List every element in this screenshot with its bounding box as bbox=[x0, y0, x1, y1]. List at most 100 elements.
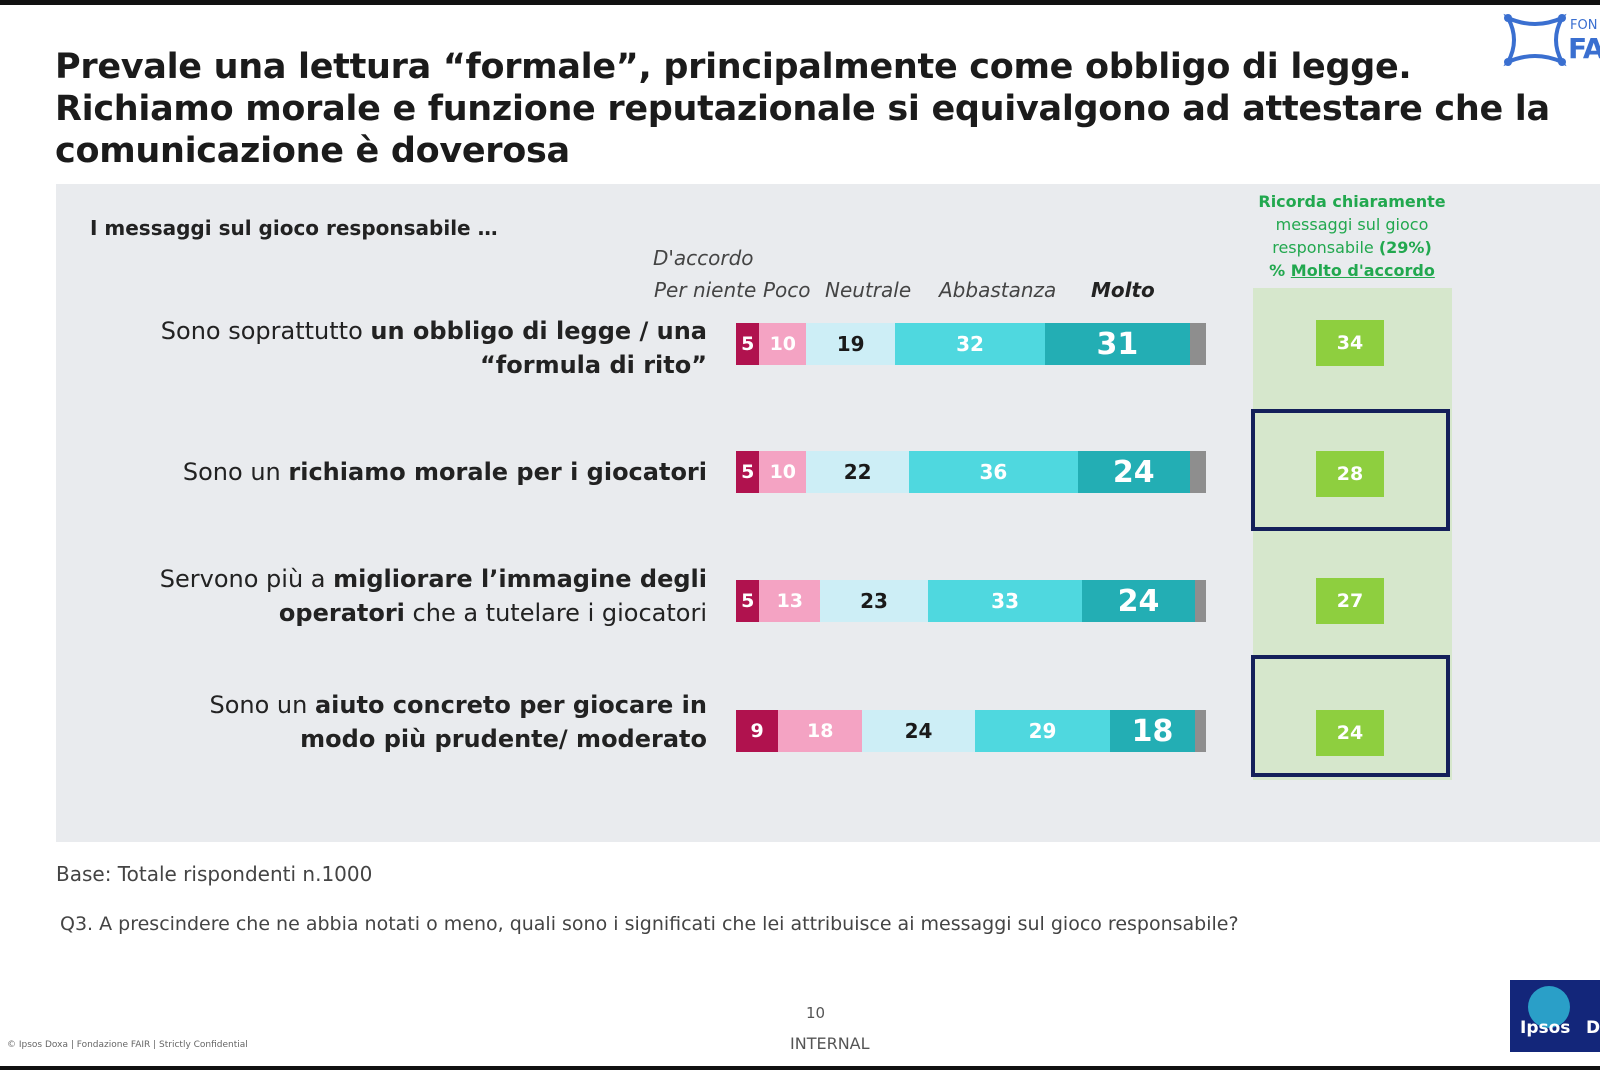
ipsos-logo-text: Ipsos bbox=[1520, 1018, 1571, 1038]
data-label: 22 bbox=[843, 460, 872, 484]
data-label: 23 bbox=[860, 589, 888, 613]
bar-segment-poco: 10 bbox=[759, 451, 807, 493]
row-label-bold: un obbligo di legge / una “formula di ri… bbox=[370, 317, 707, 379]
fair-star-icon bbox=[1503, 13, 1567, 67]
row-label-plain-before: Servono più a bbox=[159, 565, 334, 593]
stacked-bar-3: 5 13 23 33 24 bbox=[736, 580, 1206, 622]
scale-header-molto: Molto bbox=[1091, 278, 1155, 302]
bar-segment-no-answer bbox=[1189, 451, 1206, 493]
recall-value: 24 bbox=[1336, 722, 1364, 744]
fair-logo-small-text: FON bbox=[1570, 18, 1598, 33]
base-note: Base: Totale rispondenti n.1000 bbox=[56, 862, 373, 886]
bar-segment-molto: 24 bbox=[1077, 451, 1190, 493]
page-number: 10 bbox=[806, 1004, 826, 1022]
fair-logo-text: FA bbox=[1568, 32, 1600, 65]
stacked-bar-1: 5 10 19 32 31 bbox=[736, 323, 1206, 365]
bar-segment-abbastanza: 32 bbox=[895, 323, 1045, 365]
highlight-outline-4 bbox=[1251, 655, 1450, 777]
recall-header-line-4-underlined: Molto d'accordo bbox=[1290, 261, 1435, 280]
data-label: 5 bbox=[741, 461, 755, 483]
bar-segment-per-niente: 5 bbox=[736, 451, 760, 493]
ipsos-logo-d: D bbox=[1586, 1018, 1600, 1038]
data-label: 18 bbox=[807, 720, 834, 742]
fair-logo: FON FA bbox=[1500, 8, 1600, 70]
bar-segment-neutrale: 24 bbox=[862, 710, 975, 752]
title-line-3: comunicazione è doverosa bbox=[55, 131, 570, 171]
recall-header-line-3-bold: (29%) bbox=[1378, 238, 1432, 257]
bar-segment-abbastanza: 29 bbox=[974, 710, 1111, 752]
title-line-2: Richiamo morale e funzione reputazionale… bbox=[55, 89, 1550, 129]
data-label: 9 bbox=[750, 720, 764, 742]
page-title: Prevale una lettura “formale”, principal… bbox=[55, 46, 1550, 172]
recall-header-line-4: % Molto d'accordo bbox=[1230, 259, 1474, 282]
bar-segment-no-answer bbox=[1194, 580, 1206, 622]
bar-segment-molto: 18 bbox=[1110, 710, 1195, 752]
data-label: 33 bbox=[991, 589, 1020, 613]
row-label-bold: aiuto concreto per giocare in modo più p… bbox=[300, 691, 707, 753]
data-label: 24 bbox=[904, 719, 933, 743]
recall-header-line-3-plain: responsabile bbox=[1272, 238, 1379, 257]
data-label: 10 bbox=[769, 333, 797, 355]
ipsos-logo: Ipsos D bbox=[1510, 980, 1600, 1052]
recall-value-box-3: 27 bbox=[1316, 578, 1384, 624]
bar-segment-abbastanza: 36 bbox=[909, 451, 1078, 493]
recall-column-background bbox=[1253, 288, 1452, 780]
row-label-plain-before: Sono soprattutto bbox=[160, 317, 371, 345]
bar-segment-neutrale: 19 bbox=[806, 323, 896, 365]
bar-segment-per-niente: 5 bbox=[736, 580, 760, 622]
recall-value-box-4: 24 bbox=[1316, 710, 1384, 756]
recall-header-line-4-prefix: % bbox=[1269, 261, 1291, 280]
data-label: 19 bbox=[836, 332, 865, 356]
scale-header-top: D'accordo bbox=[653, 246, 754, 270]
row-label-plain-after: che a tutelare i giocatori bbox=[404, 599, 707, 627]
recall-value: 34 bbox=[1336, 332, 1364, 354]
data-label: 5 bbox=[741, 333, 755, 355]
bottom-border bbox=[0, 1066, 1600, 1070]
highlight-outline-2 bbox=[1251, 409, 1450, 531]
bar-segment-no-answer bbox=[1194, 710, 1206, 752]
scale-header-neutrale: Neutrale bbox=[825, 278, 912, 302]
scale-header-per-niente: Per niente bbox=[654, 278, 757, 302]
bar-segment-molto: 24 bbox=[1082, 580, 1195, 622]
recall-value-box-2: 28 bbox=[1316, 451, 1384, 497]
recall-value: 27 bbox=[1336, 590, 1364, 612]
recall-value-box-1: 34 bbox=[1316, 320, 1384, 366]
data-label: 36 bbox=[979, 460, 1008, 484]
bar-segment-abbastanza: 33 bbox=[927, 580, 1083, 622]
bar-segment-per-niente: 5 bbox=[736, 323, 760, 365]
recall-column-header: Ricorda chiaramente messaggi sul gioco r… bbox=[1230, 190, 1474, 282]
bar-segment-no-answer bbox=[1189, 323, 1206, 365]
title-line-1: Prevale una lettura “formale”, principal… bbox=[55, 47, 1412, 87]
bar-segment-poco: 10 bbox=[759, 323, 807, 365]
chart-intro: I messaggi sul gioco responsabile … bbox=[90, 216, 498, 240]
stacked-bar-4: 9 18 24 29 18 bbox=[736, 710, 1206, 752]
stacked-bar-2: 5 10 22 36 24 bbox=[736, 451, 1206, 493]
question-note: Q3. A prescindere che ne abbia notati o … bbox=[60, 913, 1239, 935]
copyright-note: © Ipsos Doxa | Fondazione FAIR | Strictl… bbox=[7, 1040, 248, 1050]
top-border bbox=[0, 0, 1600, 5]
row-label-3: Servono più a migliorare l’immagine degl… bbox=[147, 562, 707, 630]
ipsos-logo-circle-icon bbox=[1528, 986, 1570, 1028]
recall-header-line-3: responsabile (29%) bbox=[1230, 236, 1474, 259]
row-label-plain-before: Sono un bbox=[209, 691, 315, 719]
recall-header-line-1: Ricorda chiaramente bbox=[1258, 192, 1446, 211]
data-label: 13 bbox=[776, 590, 804, 612]
bar-segment-per-niente: 9 bbox=[736, 710, 779, 752]
bar-segment-neutrale: 23 bbox=[820, 580, 928, 622]
bar-segment-poco: 13 bbox=[759, 580, 821, 622]
row-label-plain-before: Sono un bbox=[182, 458, 289, 486]
scale-header-abbastanza: Abbastanza bbox=[939, 278, 1057, 302]
recall-value: 28 bbox=[1336, 463, 1364, 485]
bar-segment-poco: 18 bbox=[778, 710, 863, 752]
row-label-4: Sono un aiuto concreto per giocare in mo… bbox=[147, 688, 707, 756]
bar-segment-molto: 31 bbox=[1044, 323, 1190, 365]
data-label: 5 bbox=[741, 590, 755, 612]
data-label: 18 bbox=[1131, 713, 1174, 749]
data-label: 24 bbox=[1117, 583, 1160, 619]
row-label-1: Sono soprattutto un obbligo di legge / u… bbox=[147, 314, 707, 382]
data-label: 24 bbox=[1112, 454, 1155, 490]
data-label: 32 bbox=[956, 332, 984, 356]
row-label-bold: richiamo morale per i giocatori bbox=[288, 458, 707, 486]
recall-header-line-2: messaggi sul gioco bbox=[1275, 215, 1429, 234]
classification-label: INTERNAL bbox=[790, 1034, 870, 1053]
